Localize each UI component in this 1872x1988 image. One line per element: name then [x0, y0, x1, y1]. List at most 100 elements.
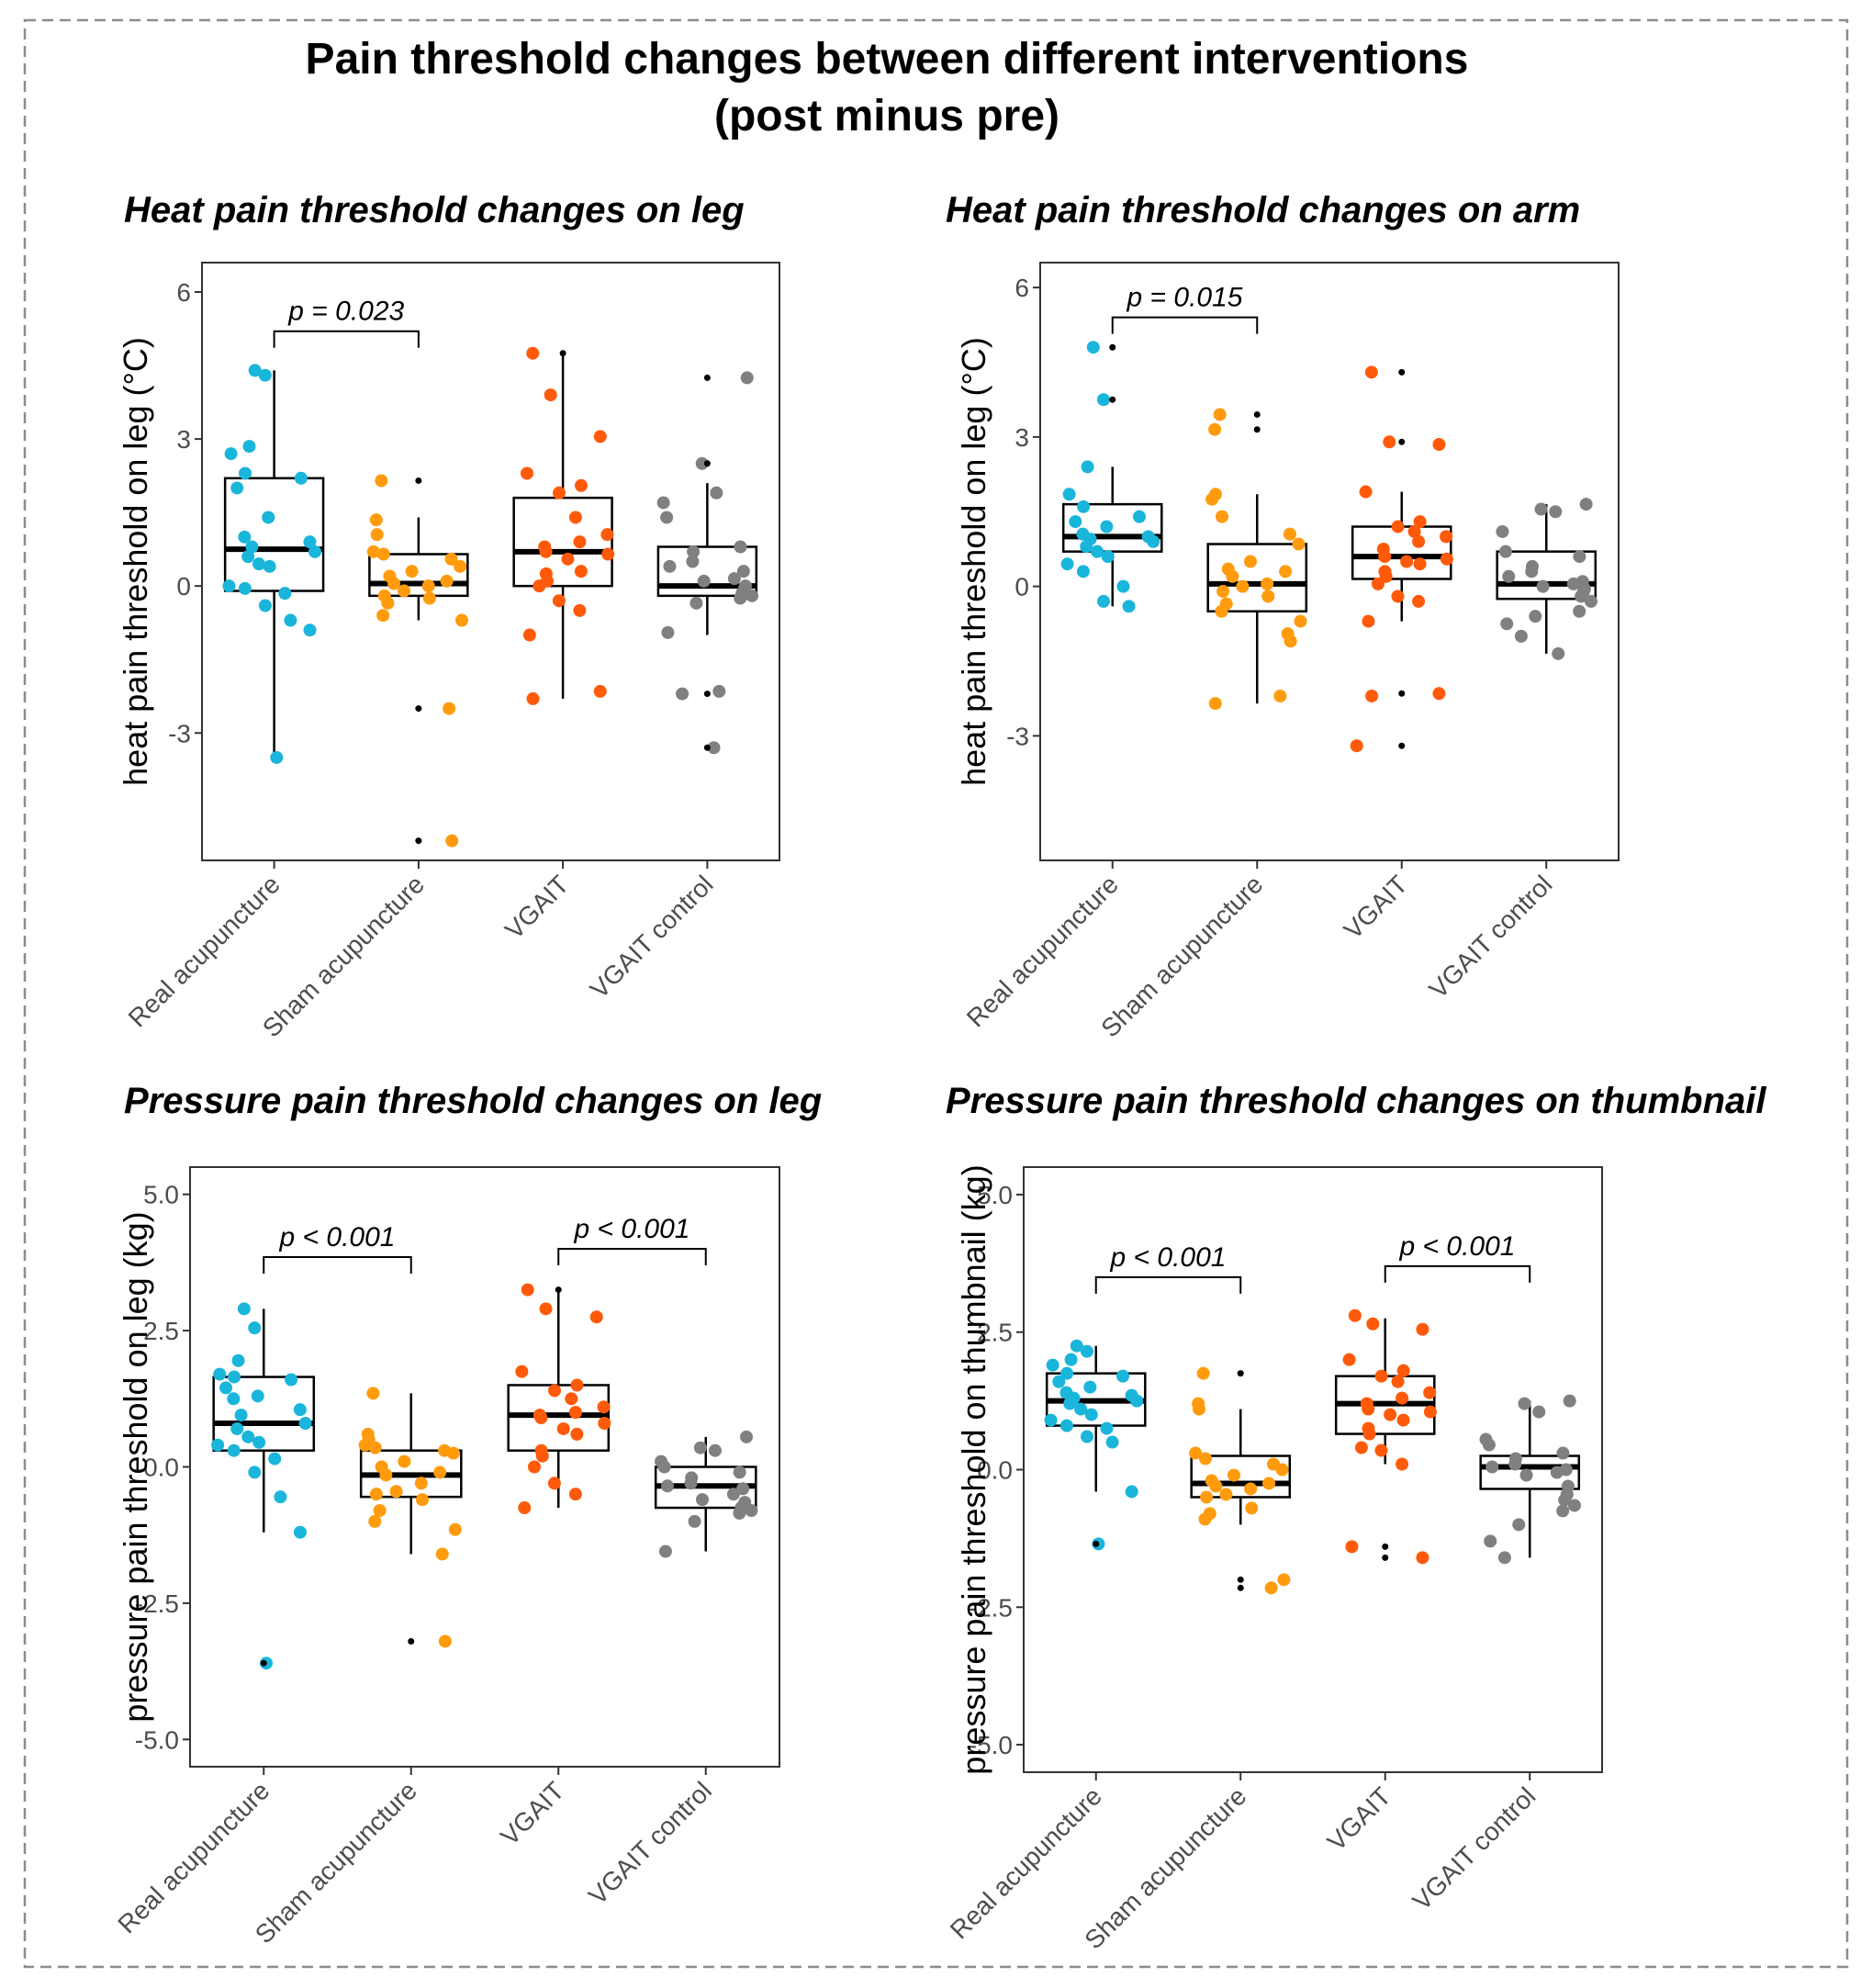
data-point: [1432, 687, 1446, 701]
data-point: [1244, 1482, 1258, 1496]
data-point: [1497, 1551, 1511, 1565]
box: [656, 545, 758, 598]
data-point: [568, 1406, 582, 1420]
data-point: [589, 1310, 603, 1324]
data-point: [241, 1430, 255, 1443]
data-point: [1122, 600, 1136, 613]
data-point: [368, 1514, 382, 1528]
data-point: [1362, 1427, 1376, 1441]
data-point: [454, 559, 467, 573]
data-point: [1116, 579, 1130, 593]
x-tick-label: Sham acupuncture: [1095, 870, 1268, 1042]
data-point: [228, 1370, 241, 1384]
data-point: [1362, 614, 1375, 628]
data-point: [1294, 614, 1307, 628]
data-point: [1208, 697, 1222, 711]
data-point: [658, 1544, 672, 1558]
significance-bracket: [263, 1255, 412, 1274]
p-value-label: p = 0.015: [1127, 283, 1243, 313]
data-point: [1064, 1353, 1078, 1366]
data-point: [1508, 1457, 1522, 1471]
data-point: [270, 750, 284, 764]
outlier-point: [1093, 1540, 1100, 1547]
significance-bracket: [273, 330, 420, 348]
data-point: [534, 1411, 548, 1425]
data-point: [1440, 552, 1453, 566]
data-point: [1283, 635, 1297, 648]
data-point: [686, 555, 700, 568]
outlier-point: [1398, 368, 1406, 376]
data-point: [421, 579, 435, 593]
data-point: [1130, 1394, 1144, 1408]
data-point: [526, 346, 540, 360]
x-tick-label: Real acupuncture: [961, 870, 1124, 1032]
data-point: [527, 1460, 541, 1474]
data-point: [258, 599, 272, 612]
data-point: [1359, 485, 1373, 499]
data-point: [522, 628, 536, 642]
data-point: [1362, 1402, 1375, 1416]
data-point: [1069, 515, 1082, 529]
data-point: [1498, 545, 1512, 558]
data-point: [1518, 1397, 1531, 1410]
p-value-label: p < 0.001: [574, 1214, 690, 1244]
data-point: [1086, 341, 1100, 354]
data-point: [1279, 565, 1293, 578]
data-point: [433, 1466, 447, 1479]
x-tick-label: VGAIT control: [585, 870, 719, 1004]
data-point: [1193, 1402, 1206, 1416]
data-point: [593, 684, 607, 698]
outlier-point: [1253, 410, 1261, 418]
y-tick-label: 3: [176, 425, 191, 454]
data-point: [547, 1477, 561, 1490]
data-point: [1262, 1477, 1276, 1490]
box: [1206, 543, 1308, 613]
outlier-point: [1237, 1584, 1244, 1591]
data-point: [1216, 585, 1230, 599]
data-point: [565, 1392, 578, 1406]
y-tick-label: 5.0: [977, 1181, 1013, 1209]
y-tick-label: -2.5: [135, 1589, 179, 1618]
y-tick-label: 3: [1014, 423, 1029, 452]
data-point: [398, 584, 411, 598]
data-point: [736, 1482, 750, 1496]
data-point: [248, 364, 262, 377]
data-point: [1374, 1369, 1388, 1383]
data-point: [368, 1441, 382, 1454]
x-tick-label: VGAIT control: [583, 1776, 717, 1910]
data-point: [1105, 1435, 1119, 1449]
data-point: [1423, 1386, 1437, 1399]
data-point: [1062, 488, 1076, 501]
data-point: [693, 1441, 707, 1454]
data-point: [1566, 577, 1580, 590]
y-tick-label: 5.0: [143, 1181, 179, 1209]
chart-panels: Heat pain threshold changes on leg 6 3 0 -3 h…: [112, 190, 1766, 1954]
data-point: [445, 834, 459, 848]
data-point: [251, 1389, 264, 1403]
data-point: [303, 535, 317, 549]
data-point: [448, 1522, 462, 1536]
data-point: [1081, 460, 1094, 474]
data-point: [369, 1488, 383, 1501]
data-point: [532, 579, 546, 593]
data-point: [573, 603, 587, 617]
box: [368, 553, 469, 598]
data-point: [660, 1479, 674, 1493]
significance-bracket: [1094, 1275, 1242, 1294]
data-point: [1219, 1488, 1233, 1501]
data-point: [1196, 1366, 1210, 1380]
data-point: [1275, 1463, 1289, 1477]
data-point: [1116, 1369, 1130, 1383]
outlier-point: [555, 1286, 562, 1294]
y-tick-label: -5.0: [135, 1725, 179, 1754]
data-point: [593, 430, 607, 444]
data-point: [1060, 1366, 1074, 1380]
data-point: [1416, 1322, 1429, 1336]
data-point: [696, 1493, 710, 1507]
plot-area: [201, 262, 780, 861]
outlier-point: [408, 1637, 415, 1645]
y-tick-label: -3: [1006, 722, 1029, 750]
outlier-point: [703, 691, 711, 698]
data-point: [708, 1443, 722, 1457]
data-point: [1366, 1317, 1380, 1331]
